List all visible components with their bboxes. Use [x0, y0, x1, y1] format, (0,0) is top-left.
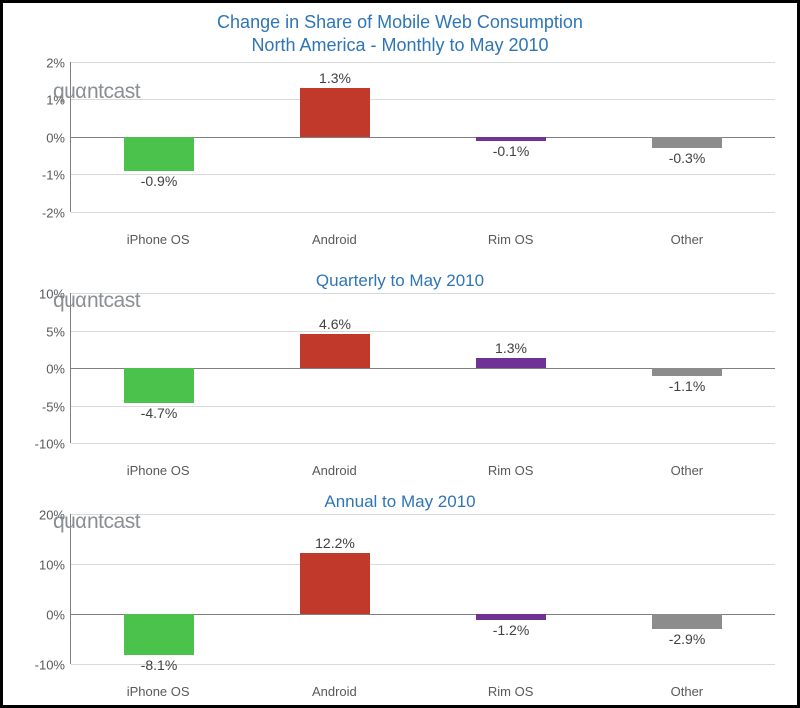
bar-slot: 12.2%	[247, 514, 423, 664]
bar-value-label: 1.3%	[319, 70, 351, 86]
x-tick-label: Rim OS	[423, 684, 599, 699]
title-line-1: Change in Share of Mobile Web Consumptio…	[217, 12, 583, 32]
bar	[652, 614, 722, 629]
bar-value-label: -0.1%	[493, 143, 530, 159]
y-tick-label: -1%	[42, 168, 65, 183]
bar	[124, 137, 194, 171]
bar-value-label: -0.3%	[669, 150, 706, 166]
x-tick-label: Rim OS	[423, 232, 599, 247]
bar	[300, 334, 370, 369]
x-axis: iPhone OSAndroidRim OSOther	[70, 684, 775, 699]
bar	[476, 358, 546, 368]
x-tick-label: iPhone OS	[70, 684, 246, 699]
x-tick-label: Other	[599, 463, 775, 478]
y-tick-label: 0%	[46, 608, 65, 623]
bar-value-label: -8.1%	[141, 657, 178, 673]
quantcast-logo: quαntcast	[53, 80, 140, 104]
bar	[652, 137, 722, 148]
quantcast-logo: quαntcast	[53, 510, 140, 534]
bar-value-label: 4.6%	[319, 316, 351, 332]
y-tick-label: 0%	[46, 362, 65, 377]
bar-slot: -2.9%	[599, 514, 775, 664]
main-title: Change in Share of Mobile Web Consumptio…	[15, 11, 785, 58]
plot-area: -10%0%10%20%-8.1%12.2%-1.2%-2.9%	[70, 514, 775, 664]
bar-slot: 1.3%	[423, 293, 599, 443]
x-tick-label: iPhone OS	[70, 232, 246, 247]
bar-value-label: 1.3%	[495, 340, 527, 356]
chart-panel-2: Annual to May 2010quαntcast-10%0%10%20%-…	[15, 492, 785, 699]
bar-slot: 1.3%	[247, 62, 423, 212]
bar	[124, 614, 194, 655]
y-tick-label: -10%	[35, 437, 65, 452]
x-tick-label: Android	[246, 232, 422, 247]
plot-area: -2%-1%0%1%2%-0.9%1.3%-0.1%-0.3%	[70, 62, 775, 212]
bar-slot: -0.3%	[599, 62, 775, 212]
chart-container: Change in Share of Mobile Web Consumptio…	[3, 3, 797, 705]
x-tick-label: Android	[246, 463, 422, 478]
y-tick-label: -5%	[42, 399, 65, 414]
bar-slot: -4.7%	[71, 293, 247, 443]
x-axis: iPhone OSAndroidRim OSOther	[70, 463, 775, 478]
quantcast-logo: quαntcast	[53, 289, 140, 313]
y-tick-label: 5%	[46, 324, 65, 339]
bar-value-label: -0.9%	[141, 173, 178, 189]
bar-value-label: -1.1%	[669, 378, 706, 394]
y-tick-label: 2%	[46, 55, 65, 70]
bar-slot: -1.2%	[423, 514, 599, 664]
bar-slot: -8.1%	[71, 514, 247, 664]
chart-panel-0: quαntcast-2%-1%0%1%2%-0.9%1.3%-0.1%-0.3%…	[15, 62, 785, 257]
bar	[300, 553, 370, 614]
bar-slot: -0.1%	[423, 62, 599, 212]
y-tick-label: -2%	[42, 205, 65, 220]
bar-slot: 4.6%	[247, 293, 423, 443]
x-tick-label: iPhone OS	[70, 463, 246, 478]
bar	[300, 88, 370, 137]
chart-subtitle: Annual to May 2010	[15, 492, 785, 512]
y-tick-label: 10%	[39, 558, 65, 573]
x-tick-label: Rim OS	[423, 463, 599, 478]
bar-value-label: -1.2%	[493, 622, 530, 638]
chart-subtitle: Quarterly to May 2010	[15, 271, 785, 291]
bar	[476, 137, 546, 141]
x-tick-label: Android	[246, 684, 422, 699]
plot-area: -10%-5%0%5%10%-4.7%4.6%1.3%-1.1%	[70, 293, 775, 443]
x-axis: iPhone OSAndroidRim OSOther	[70, 232, 775, 247]
title-line-2: North America - Monthly to May 2010	[251, 35, 548, 55]
x-tick-label: Other	[599, 232, 775, 247]
bar-value-label: 12.2%	[315, 535, 355, 551]
bar	[476, 614, 546, 620]
bar-value-label: -4.7%	[141, 405, 178, 421]
y-tick-label: -10%	[35, 658, 65, 673]
x-tick-label: Other	[599, 684, 775, 699]
y-tick-label: 0%	[46, 130, 65, 145]
chart-panel-1: Quarterly to May 2010quαntcast -10% -5% 0% 5…	[15, 271, 785, 478]
bar-value-label: -2.9%	[669, 631, 706, 647]
bar	[124, 368, 194, 403]
bar	[652, 368, 722, 376]
bar-slot: -1.1%	[599, 293, 775, 443]
